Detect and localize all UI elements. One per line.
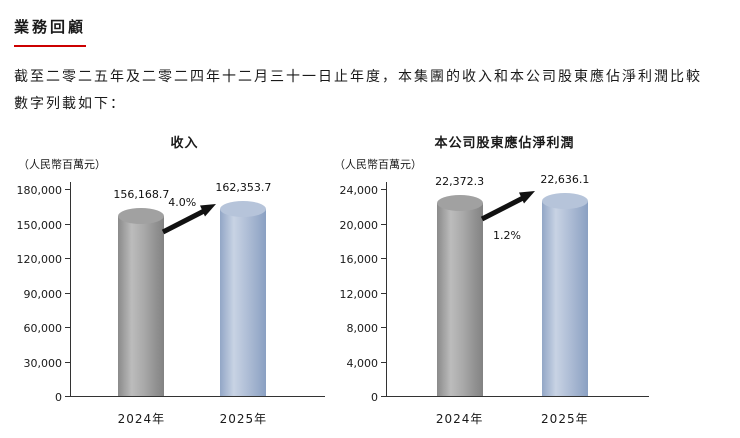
x-axis	[386, 396, 649, 397]
y-tick-label: 150,000	[16, 218, 63, 232]
y-tick-label: 0	[55, 391, 62, 404]
y-tick-label: 8,000	[346, 322, 379, 335]
y-tick	[381, 396, 386, 397]
x-axis-label: 2024年	[117, 412, 166, 426]
y-tick	[381, 189, 386, 190]
bar-value-label: 162,353.7	[215, 181, 272, 195]
y-tick-label: 4,000	[346, 356, 379, 370]
change-percent-label: 1.2%	[492, 229, 521, 243]
page-title: 業務回顧	[14, 16, 87, 47]
bar-top-ellipse	[541, 192, 588, 209]
bar-top-ellipse	[220, 201, 267, 218]
y-tick	[381, 361, 386, 363]
y-tick	[65, 361, 70, 363]
y-tick	[381, 327, 386, 328]
y-tick	[65, 292, 70, 294]
bar-2025年	[541, 192, 588, 396]
net-profit-chart: 本公司股東應佔淨利潤 （人民幣百萬元） 0 4,000 8,000 12,000 16,…	[330, 128, 654, 438]
bar-2025年	[220, 201, 267, 396]
x-axis-label: 2025年	[219, 412, 268, 426]
intro-line-2: 數字列載如下：	[14, 96, 126, 112]
intro-paragraph: 截至二零二五年及二零二四年十二月三十一日止年度，本集團的收入和本公司股東應佔淨利…	[14, 64, 730, 118]
chart-unit-label: （人民幣百萬元）	[334, 158, 422, 171]
chart-title: 收入	[170, 136, 199, 151]
y-tick-label: 12,000	[339, 287, 379, 301]
y-tick	[381, 292, 386, 294]
y-tick-label: 20,000	[339, 218, 379, 232]
bar-top-ellipse	[436, 195, 483, 212]
y-tick-label: 0	[371, 391, 378, 404]
y-tick	[65, 223, 70, 225]
increase-arrow-icon	[478, 186, 538, 224]
y-tick-label: 24,000	[339, 184, 379, 197]
y-tick-label: 16,000	[339, 253, 379, 266]
bar-value-label: 22,372.3	[435, 175, 485, 189]
y-tick-label: 90,000	[23, 287, 63, 301]
x-axis-label: 2025年	[541, 412, 589, 426]
y-tick-label: 30,000	[23, 356, 63, 370]
bar-2024年	[118, 208, 165, 396]
revenue-chart: 收入 （人民幣百萬元） 0 30,000 60,000 90,000 120,000 15…	[14, 128, 330, 438]
y-tick	[65, 258, 70, 259]
y-tick	[65, 189, 70, 190]
bar-2024年	[436, 195, 483, 396]
change-percent-label: 4.0%	[168, 196, 197, 210]
bar-value-label: 156,168.7	[113, 188, 170, 202]
y-tick	[381, 223, 386, 225]
plot-area: 0 4,000 8,000 12,000 16,000 20,000 24,000 22,37…	[340, 173, 649, 426]
y-tick-label: 120,000	[16, 253, 63, 266]
y-tick	[65, 396, 70, 397]
x-axis	[70, 396, 325, 397]
y-axis	[386, 182, 387, 397]
bar-top-ellipse	[118, 208, 165, 225]
y-tick-label: 180,000	[16, 184, 63, 197]
y-tick	[65, 327, 70, 328]
y-tick	[381, 258, 386, 259]
charts-row: 收入 （人民幣百萬元） 0 30,000 60,000 90,000 120,000 15…	[0, 128, 740, 428]
increase-arrow-icon	[159, 199, 219, 237]
y-axis	[70, 182, 71, 397]
chart-unit-label: （人民幣百萬元）	[18, 158, 106, 171]
bar-value-label: 22,636.1	[540, 172, 590, 186]
x-axis-label: 2024年	[435, 412, 484, 426]
plot-area: 0 30,000 60,000 90,000 120,000 150,000 180,000…	[17, 181, 325, 426]
intro-line-1: 截至二零二五年及二零二四年十二月三十一日止年度，本集團的收入和本公司股東應佔淨利…	[14, 69, 702, 85]
chart-title: 本公司股東應佔淨利潤	[434, 136, 575, 151]
y-tick-label: 60,000	[23, 322, 63, 335]
